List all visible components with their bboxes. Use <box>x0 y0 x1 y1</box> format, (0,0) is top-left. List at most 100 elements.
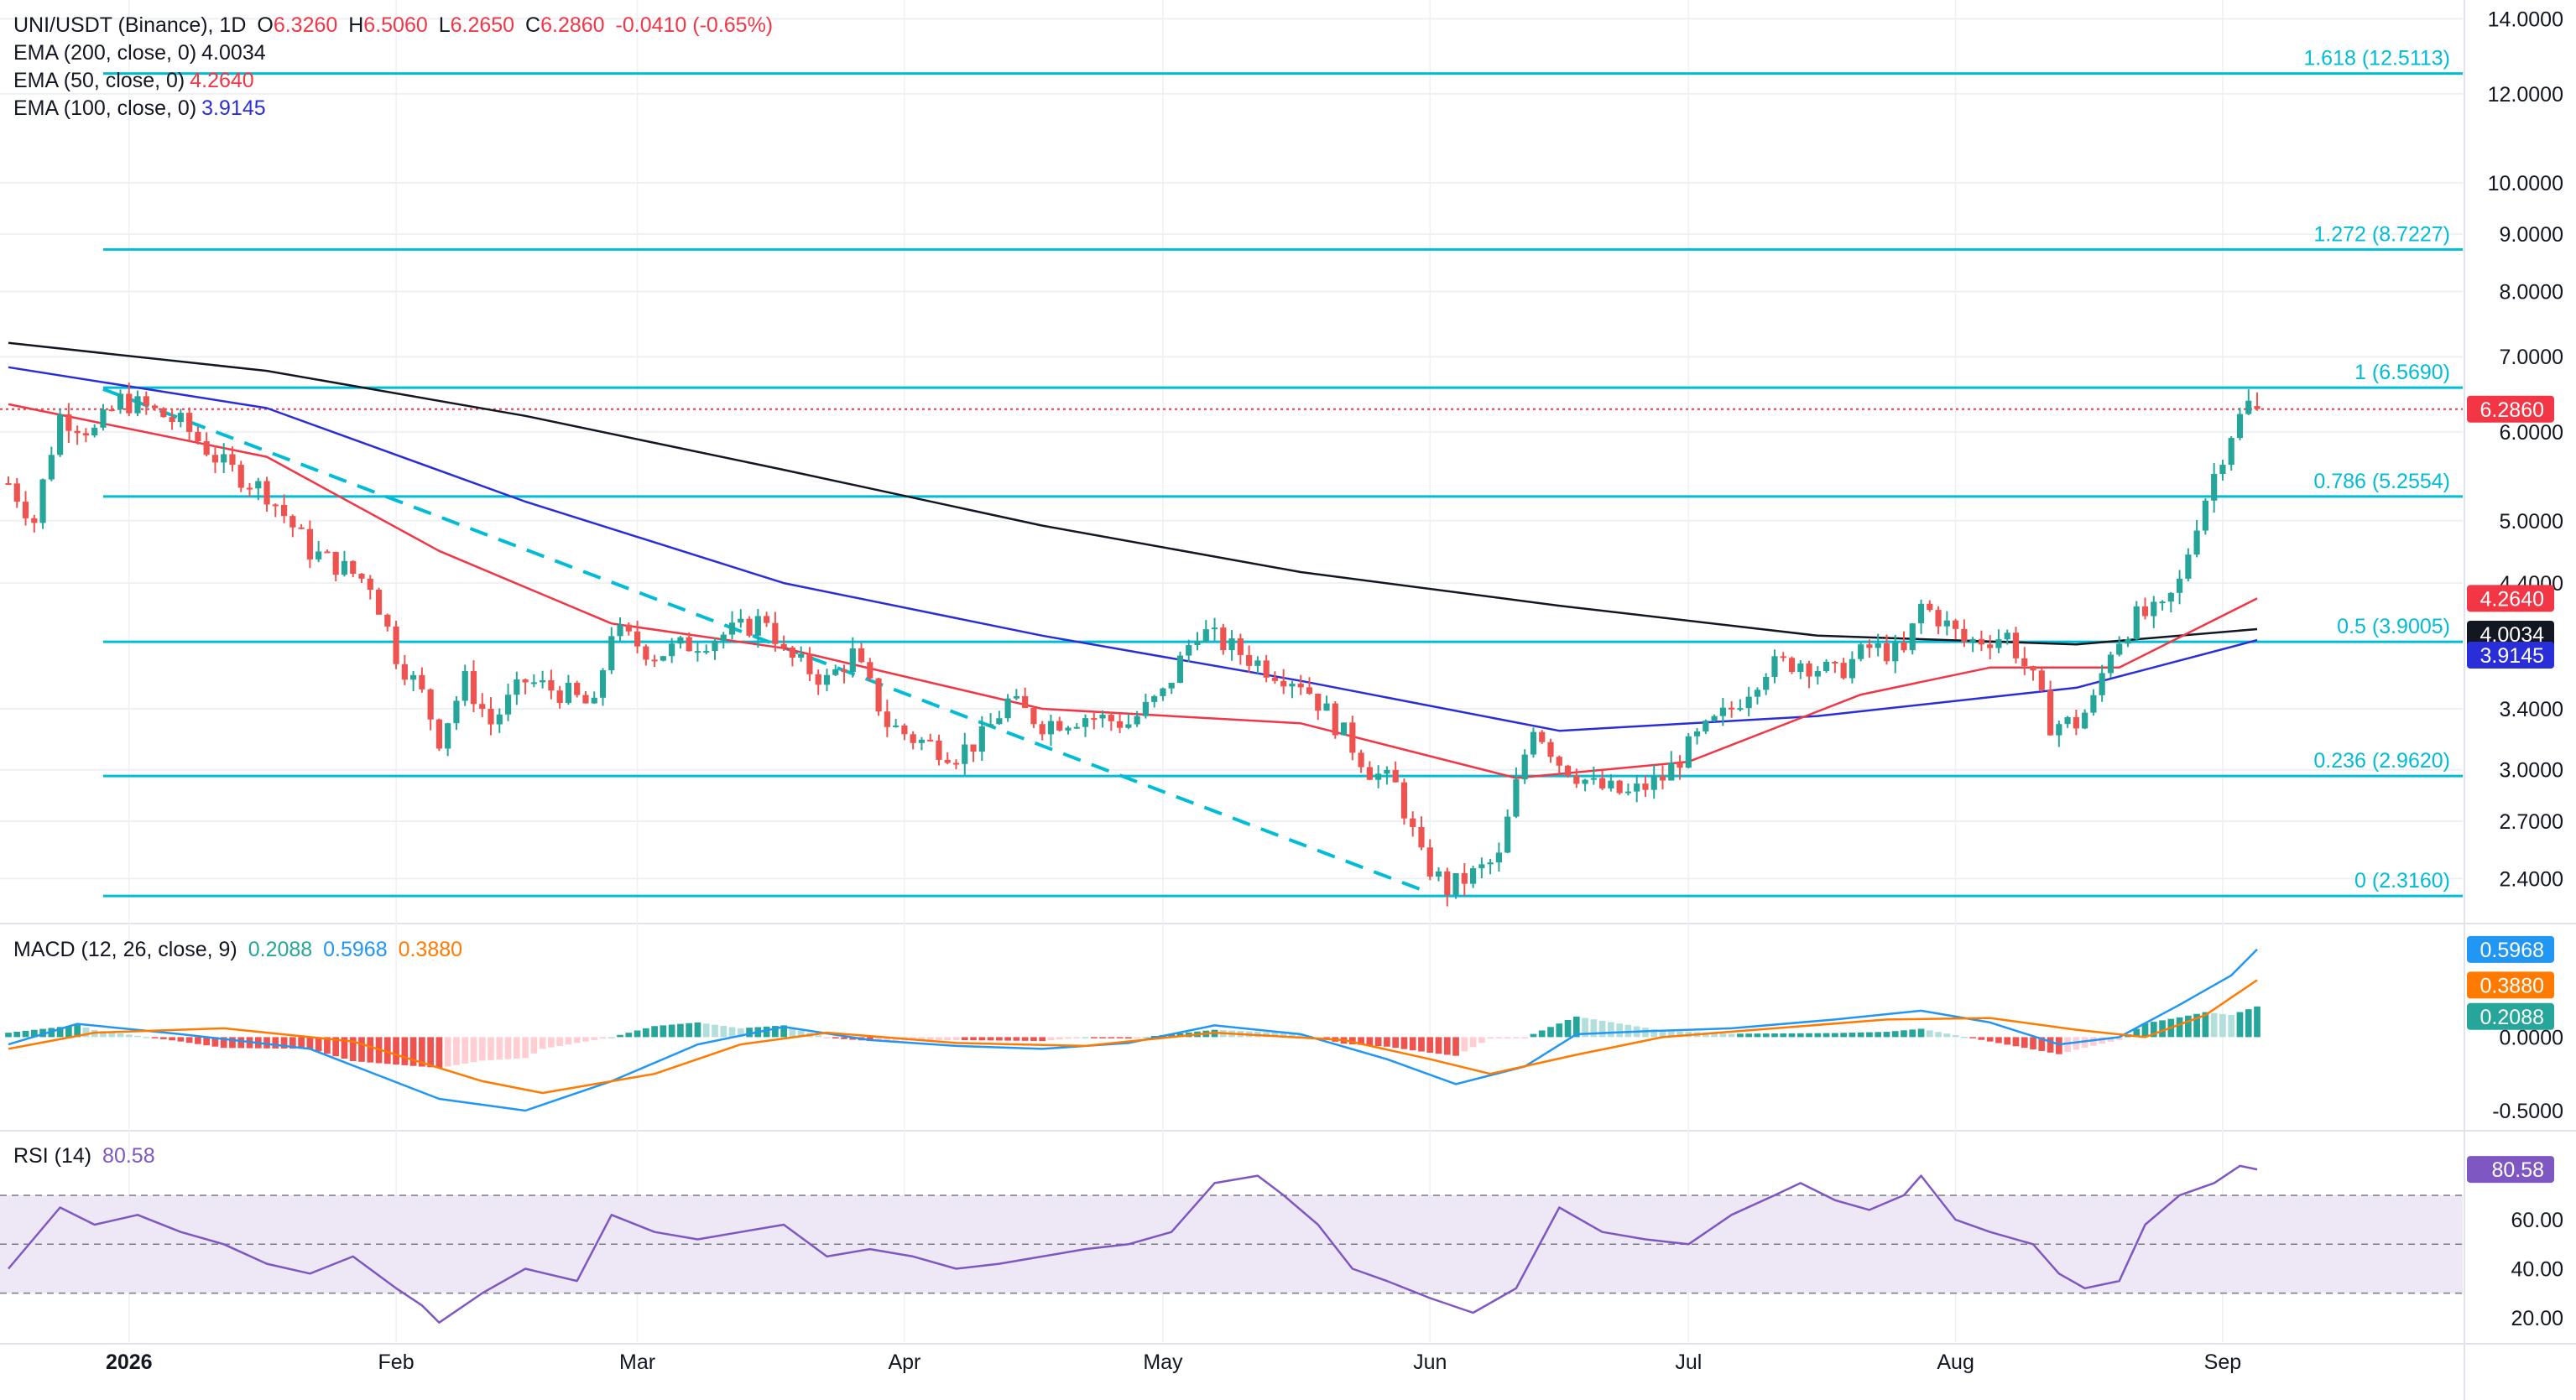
signal-tag: 0.3880 <box>2480 974 2544 997</box>
macd-histogram-bar <box>117 1033 124 1038</box>
macd-histogram-bar <box>1978 1037 1985 1040</box>
candle-body <box>1590 778 1597 780</box>
candle-body <box>514 679 520 695</box>
macd-histogram-bar <box>2038 1037 2046 1051</box>
macd-histogram-bar <box>875 1037 882 1041</box>
macd-histogram-bar <box>159 1037 167 1039</box>
macd-histogram-bar <box>599 1037 607 1039</box>
candle-body <box>1866 644 1873 648</box>
macd-histogram-bar <box>1556 1023 1563 1038</box>
macd-histogram-bar <box>573 1037 581 1043</box>
macd-histogram-bar <box>995 1037 1003 1041</box>
candle-body <box>1668 762 1675 781</box>
macd-histogram-bar <box>2141 1023 2149 1038</box>
candle-body <box>1117 721 1124 728</box>
macd-histogram-bar <box>1883 1032 1890 1038</box>
ema200-legend[interactable]: EMA (200, close, 0) 4.0034 <box>13 41 271 65</box>
macd-histogram-bar <box>211 1037 219 1047</box>
macd-histogram-bar <box>607 1037 615 1038</box>
candle-body <box>996 718 1003 725</box>
fib-level-label: 0.5 (3.9005) <box>2337 615 2450 638</box>
macd-histogram-bar <box>987 1037 994 1041</box>
candle-body <box>1073 726 1080 729</box>
macd-histogram-bar <box>2064 1037 2071 1053</box>
macd-histogram-bar <box>108 1032 116 1038</box>
macd-histogram-bar <box>1814 1033 1822 1038</box>
macd-legend[interactable]: MACD (12, 26, close, 9) 0.2088 0.5968 0.… <box>13 938 467 962</box>
candle-body <box>195 431 201 442</box>
macd-histogram-bar <box>780 1025 787 1038</box>
candle-body <box>1556 757 1562 766</box>
candle-body <box>2116 643 2123 655</box>
ema-lines <box>8 341 2258 779</box>
candle-body <box>530 682 537 684</box>
macd-histogram-bar <box>2159 1020 2166 1038</box>
candle-body <box>65 414 72 431</box>
macd-histogram-bar <box>1745 1033 1753 1038</box>
macd-histogram-bar <box>383 1037 391 1064</box>
ema50-legend[interactable]: EMA (50, close, 0) 4.2640 <box>13 69 259 93</box>
macd-histogram-bar <box>1409 1037 1416 1051</box>
macd-histogram-bar <box>272 1037 279 1049</box>
macd-histogram-bar <box>712 1024 718 1038</box>
symbol-title[interactable]: UNI/USDT (Binance), 1D <box>13 13 247 37</box>
macd-histogram-bar <box>169 1037 175 1041</box>
candle-body <box>108 409 115 412</box>
macd-histogram-bar <box>1452 1037 1459 1056</box>
candle-body <box>2236 414 2244 439</box>
candle-body <box>1263 660 1270 678</box>
candle-body <box>738 618 744 623</box>
candle-body <box>2219 465 2226 475</box>
price-axis[interactable]: 14.0000 12.0000 10.0000 9.0000 8.0000 7.0000 6… <box>2488 8 2563 1330</box>
fib-level-label: 1.272 (8.7227) <box>2313 222 2450 246</box>
macd-histogram-bar <box>1616 1023 1624 1038</box>
candle-body <box>1917 603 1925 624</box>
candle-body <box>1840 663 1847 679</box>
rsi-legend[interactable]: RSI (14) 80.58 <box>13 1144 160 1168</box>
candle-body <box>126 393 133 414</box>
macd-histogram-bar <box>470 1037 477 1063</box>
fibonacci-levels: 1.618 (12.5113) 1.272 (8.7227) 1 (6.5690) 0… <box>0 47 2463 898</box>
macd-histogram-bar <box>1513 1037 1520 1038</box>
candle-body <box>798 653 805 658</box>
candle-body <box>332 551 339 575</box>
macd-histogram-bar <box>1297 1033 1305 1038</box>
macd-histogram-bar <box>1392 1037 1400 1049</box>
macd-histogram-bar <box>625 1033 633 1038</box>
candle-body <box>263 481 270 505</box>
macd-histogram-bar <box>1771 1033 1778 1038</box>
candle-body <box>1254 660 1261 666</box>
price-tick-label: 8.0000 <box>2500 281 2563 304</box>
candle-body <box>617 624 623 637</box>
macd-histogram-bar <box>1986 1037 1994 1042</box>
ema100-legend[interactable]: EMA (100, close, 0) 3.9145 <box>13 96 271 121</box>
candle-body <box>1056 721 1063 731</box>
macd-histogram-bar <box>668 1024 675 1038</box>
candle-body <box>1478 864 1485 869</box>
macd-histogram-bar <box>2055 1037 2062 1054</box>
candle-body <box>952 762 960 765</box>
candle-body <box>565 683 572 703</box>
macd-histogram-bar <box>1134 1037 1140 1038</box>
candle-body <box>2073 716 2079 729</box>
candle-body <box>1091 718 1098 721</box>
macd-histogram-bar <box>823 1037 831 1038</box>
trendline <box>102 387 1431 895</box>
macd-histogram-bar <box>143 1037 150 1038</box>
candle-body <box>1634 783 1640 792</box>
candle-body <box>1142 701 1149 716</box>
candle-body <box>1797 663 1804 672</box>
macd-histogram-bar <box>1047 1037 1055 1041</box>
macd-histogram-bar <box>530 1037 538 1054</box>
macd-histogram-bar <box>1598 1020 1606 1038</box>
macd-histogram-bar <box>1348 1037 1356 1044</box>
ema50-tag: 4.2640 <box>2480 587 2544 611</box>
macd-histogram-bar <box>1762 1033 1770 1038</box>
macd-histogram-bar <box>2107 1037 2115 1043</box>
macd-histogram-bar <box>496 1037 503 1060</box>
candle-body <box>350 560 357 575</box>
candle-body <box>461 671 468 701</box>
time-axis[interactable]: 2026 Feb Mar Apr May Jun Jul Aug Sep <box>106 1351 2241 1374</box>
macd-histogram-bar <box>2133 1028 2141 1038</box>
macd-histogram-bar <box>444 1037 451 1067</box>
